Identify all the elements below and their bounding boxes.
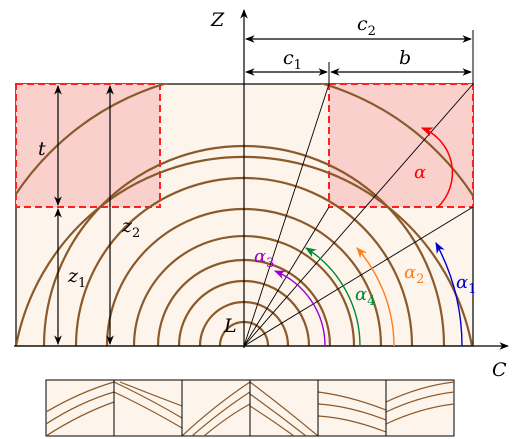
board-strip [45,379,455,437]
alpha2-arrow [356,247,395,347]
radial-lines [243,83,474,347]
board-strip-grain [46,381,454,436]
alpha2-label: α2 [404,262,424,287]
alpha3-arrow [273,270,326,347]
alpha-arrow [420,127,454,208]
alpha1-label: α1 [456,272,476,297]
pith-label: L [223,315,237,337]
right-board [328,83,474,208]
t-label: t [38,138,46,160]
alpha1-arrow [435,242,463,347]
alpha3-label: α3 [254,246,274,271]
radial-line [243,206,474,347]
z1-label: z1 [67,265,86,291]
c-axis-label: C [492,359,507,381]
z2-label: z2 [121,215,140,241]
radial-line [243,83,330,347]
alpha-label: α [414,162,426,183]
c1-label: c1 [283,47,302,73]
alpha4-label: α4 [355,284,375,309]
b-label: b [399,47,411,69]
left-board [15,83,161,208]
z-axis-label: Z [210,9,225,31]
radial-line [243,83,474,347]
alpha4-arrow [305,247,361,347]
c2-label: c2 [357,13,376,39]
